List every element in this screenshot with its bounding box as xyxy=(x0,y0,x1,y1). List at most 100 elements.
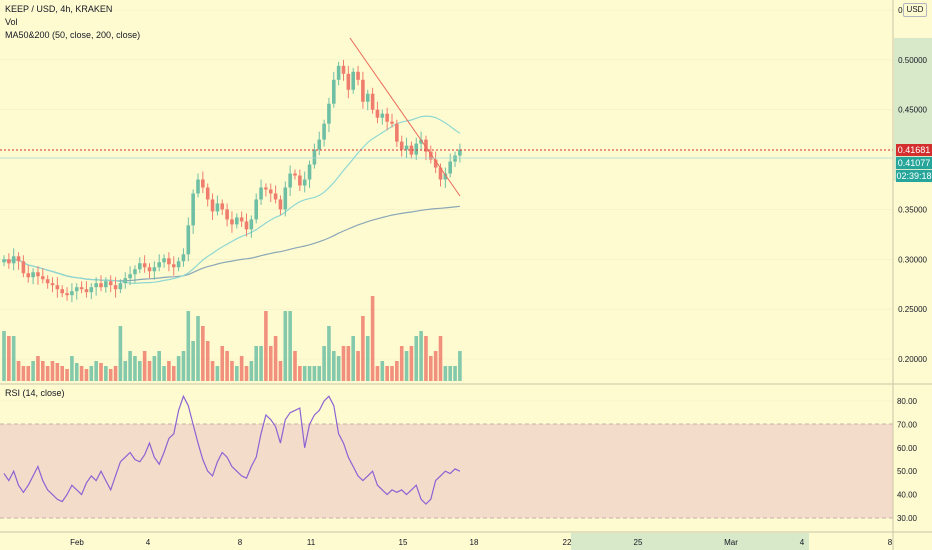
volume-bar xyxy=(7,336,11,381)
volume-bar xyxy=(254,346,258,381)
volume-bar xyxy=(332,351,336,381)
candle-body xyxy=(118,283,123,290)
rsi-legend[interactable]: RSI (14, close) xyxy=(5,388,65,398)
ma-legend[interactable]: MA50&200 (50, close, 200, close) xyxy=(5,30,141,40)
rsi-line xyxy=(3,394,461,505)
volume-bar xyxy=(205,341,210,381)
volume-bar xyxy=(118,326,123,381)
volume-bar xyxy=(273,336,278,381)
candle-body xyxy=(89,287,94,293)
volume-bar xyxy=(268,346,273,381)
volume-bar xyxy=(152,356,157,381)
candle-body xyxy=(74,287,79,292)
volume-bar xyxy=(220,346,225,381)
trendline[interactable] xyxy=(349,37,461,197)
candle-body xyxy=(70,291,74,296)
candle-body xyxy=(433,159,438,168)
volume-bar xyxy=(133,356,137,381)
volume-bar xyxy=(2,331,6,381)
volume-bar xyxy=(26,366,31,381)
candle-body xyxy=(99,283,103,288)
candle-body xyxy=(239,217,244,222)
candle-body xyxy=(94,283,98,288)
candle-body xyxy=(186,225,191,255)
volume-bar xyxy=(167,361,171,381)
candle-body xyxy=(244,221,249,230)
volume-bar xyxy=(210,361,215,381)
candle-body xyxy=(356,71,360,80)
volume-bar xyxy=(11,336,16,381)
time-tick-label: 11 xyxy=(307,538,316,547)
ma50-line xyxy=(3,115,461,285)
volume-bar xyxy=(317,366,322,381)
symbol-legend[interactable]: KEEP / USD, 4h, KRAKEN xyxy=(5,4,113,14)
volume-bar xyxy=(327,326,331,381)
candle-body xyxy=(341,65,346,74)
time-tick-label: 25 xyxy=(634,538,643,547)
volume-bar xyxy=(249,361,254,381)
candle-body xyxy=(332,79,336,104)
candle-body xyxy=(157,262,161,268)
candle-body xyxy=(84,289,89,293)
currency-badge[interactable]: USD xyxy=(903,3,927,17)
candle-body xyxy=(322,123,326,140)
volume-bar xyxy=(322,346,326,381)
candle-body xyxy=(7,259,11,264)
volume-bar xyxy=(259,346,263,381)
candle-body xyxy=(2,259,6,263)
candle-body xyxy=(414,143,419,155)
price-axis[interactable]: 0.550000.500000.450000.350000.300000.250… xyxy=(898,6,927,364)
volume-bar xyxy=(390,366,394,381)
candle-body xyxy=(259,187,263,200)
rsi-tick-label: 80.00 xyxy=(897,397,918,406)
volume-bar xyxy=(181,351,186,381)
time-tick-label: 4 xyxy=(800,538,805,547)
volume-bar xyxy=(70,356,74,381)
volume-bar xyxy=(215,366,220,381)
volume-bar xyxy=(370,296,375,381)
volume-bar xyxy=(288,311,292,381)
candle-body xyxy=(375,109,380,118)
volume-bar xyxy=(171,366,176,381)
candle-body xyxy=(65,293,69,296)
volume-bar xyxy=(380,361,385,381)
volume-bar xyxy=(433,351,438,381)
rsi-axis[interactable]: 80.00 70.00 60.00 50.00 40.00 30.00 xyxy=(897,397,918,523)
candle-body xyxy=(380,113,385,118)
volume-bar xyxy=(113,366,118,381)
rsi-tick-label: 70.00 xyxy=(897,420,918,429)
candle-body xyxy=(113,285,118,290)
time-tick-label: Mar xyxy=(724,538,738,547)
volume-bar xyxy=(201,326,205,381)
volume-bar xyxy=(375,366,380,381)
candle-body xyxy=(278,199,283,210)
current-price-tag: 0.41077 xyxy=(896,157,932,169)
candle-body xyxy=(424,139,428,152)
volume-bar xyxy=(453,366,457,381)
candle-body xyxy=(395,123,399,142)
volume-bar xyxy=(264,311,268,381)
volume-bar xyxy=(438,336,443,381)
candle-body xyxy=(235,217,239,225)
price-tick-label: 0.30000 xyxy=(898,255,927,264)
vol-legend[interactable]: Vol xyxy=(5,17,18,27)
volume-bar xyxy=(176,356,181,381)
time-tick-label: Feb xyxy=(70,538,84,547)
volume-bar xyxy=(283,311,288,381)
candle-body xyxy=(307,164,312,180)
candle-body xyxy=(191,193,195,226)
candle-body xyxy=(409,145,414,155)
candle-body xyxy=(210,199,215,212)
price-tick-label: 0.35000 xyxy=(898,205,927,214)
candle-body xyxy=(429,151,433,160)
candle-body xyxy=(176,261,181,268)
time-axis[interactable]: Feb 4 8 11 15 18 22 25 Mar 4 8 xyxy=(70,538,893,547)
candle-body xyxy=(312,149,317,165)
volume-bar xyxy=(55,363,60,381)
price-tick-label: 0.25000 xyxy=(898,305,927,314)
candle-body xyxy=(385,113,389,122)
candle-body xyxy=(254,199,258,220)
volume-bar xyxy=(346,346,351,381)
candle-body xyxy=(361,79,365,102)
